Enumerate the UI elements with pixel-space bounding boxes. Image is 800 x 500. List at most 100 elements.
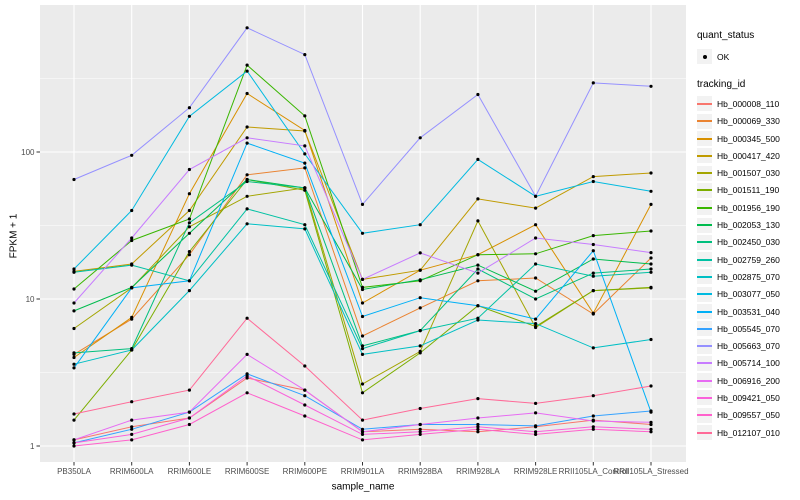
data-point: [360, 287, 365, 292]
data-point: [130, 425, 134, 429]
data-point: [418, 296, 422, 300]
legend-key-swatch: [697, 96, 712, 112]
point-symbol-icon: [702, 54, 707, 59]
data-point: [303, 114, 307, 118]
data-point: [72, 301, 76, 305]
legend-label: Hb_000008_110: [717, 98, 780, 109]
data-point: [534, 322, 538, 326]
x-tick-label: RRIM600LE: [168, 467, 212, 476]
data-point: [187, 208, 191, 213]
data-point: [187, 388, 191, 392]
legend-title-tracking-id: tracking_id: [697, 79, 746, 91]
data-point: [649, 409, 653, 413]
data-point: [649, 420, 653, 424]
legend-line-icon: [697, 258, 712, 261]
data-point: [534, 297, 538, 301]
data-point: [130, 208, 134, 213]
data-point: [72, 366, 76, 370]
data-point: [534, 430, 538, 434]
data-point: [187, 289, 191, 293]
data-point: [534, 276, 538, 280]
data-point: [649, 270, 653, 274]
legend-line-icon: [697, 414, 712, 417]
y-axis-title: FPKM + 1: [8, 213, 20, 259]
data-point: [418, 223, 422, 227]
data-point: [245, 374, 249, 378]
data-point: [534, 236, 538, 240]
data-point: [72, 362, 76, 366]
legend-item-Hb_009421_050: Hb_009421_050: [697, 389, 780, 406]
legend-label: Hb_003531_040: [717, 306, 780, 317]
data-point: [303, 394, 307, 398]
data-point: [476, 422, 480, 427]
legend-item-Hb_002759_260: Hb_002759_260: [697, 251, 780, 268]
data-point: [418, 422, 422, 427]
legend-item-Hb_000345_500: Hb_000345_500: [697, 130, 780, 147]
data-point: [649, 337, 653, 342]
data-point: [534, 424, 538, 428]
data-point: [418, 306, 422, 310]
data-point: [360, 438, 365, 442]
x-tick-label: PB350LA: [57, 467, 91, 476]
data-point: [591, 289, 595, 293]
data-point: [418, 427, 422, 431]
data-point: [360, 382, 365, 386]
legend-line-icon: [697, 102, 712, 105]
data-point: [130, 153, 134, 157]
x-tick-label: RRIM928LA: [456, 467, 500, 476]
data-point: [534, 401, 538, 405]
legend-line-icon: [697, 241, 712, 244]
data-point: [476, 267, 480, 271]
data-point: [360, 344, 365, 348]
legend-key-swatch: [697, 200, 712, 216]
legend-label: Hb_000417_420: [717, 150, 780, 161]
data-point: [649, 422, 653, 427]
data-point: [418, 432, 422, 436]
data-point: [245, 26, 249, 30]
data-point: [476, 271, 480, 275]
legend-item-Hb_000008_110: Hb_000008_110: [697, 95, 780, 112]
data-point: [418, 278, 422, 282]
data-point: [360, 231, 365, 235]
data-point: [591, 175, 595, 179]
data-point: [649, 262, 653, 266]
data-point: [649, 267, 653, 271]
data-point: [187, 106, 191, 110]
data-point: [245, 63, 249, 67]
data-point: [303, 186, 307, 190]
data-point: [187, 250, 191, 254]
data-point: [476, 197, 480, 201]
data-point: [476, 430, 480, 434]
legend-line-icon: [697, 154, 712, 157]
data-point: [649, 285, 653, 289]
legend-item-ok: OK: [697, 48, 780, 65]
data-point: [72, 270, 76, 274]
data-points: [72, 26, 653, 448]
data-point: [418, 251, 422, 255]
data-point: [72, 326, 76, 331]
data-point: [303, 152, 307, 156]
data-point: [534, 324, 538, 329]
legend-key-swatch: [697, 148, 712, 164]
legend-item-Hb_005714_100: Hb_005714_100: [697, 355, 780, 372]
legend-key-swatch: [697, 373, 712, 389]
legend-label: Hb_003077_050: [717, 289, 780, 300]
legend-item-Hb_001511_190: Hb_001511_190: [697, 182, 780, 199]
legend-item-Hb_003077_050: Hb_003077_050: [697, 286, 780, 303]
legend-label: Hb_002759_260: [717, 254, 780, 265]
data-point: [534, 194, 538, 198]
data-point: [360, 352, 365, 356]
data-point: [303, 129, 307, 133]
data-point: [72, 351, 76, 355]
legend-label: Hb_006916_200: [717, 375, 780, 386]
data-point: [130, 348, 134, 352]
data-point: [649, 256, 653, 260]
legend-line-icon: [697, 293, 712, 296]
data-point: [476, 397, 480, 401]
legend-label: Hb_000345_500: [717, 133, 780, 144]
legend-label: Hb_001956_190: [717, 202, 780, 213]
legend-title-quant-status: quant_status: [697, 30, 755, 41]
data-point: [245, 316, 249, 320]
data-point: [534, 317, 538, 321]
